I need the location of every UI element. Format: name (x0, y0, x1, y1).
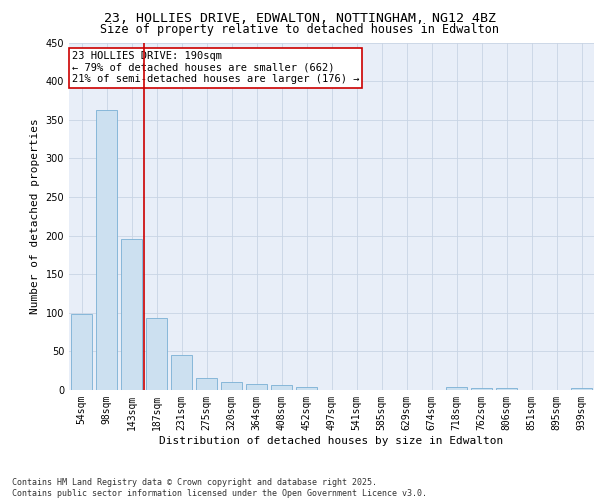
Y-axis label: Number of detached properties: Number of detached properties (30, 118, 40, 314)
Bar (571, 388, 592, 390)
Bar (496, 388, 517, 390)
Bar (171, 355, 192, 390)
Bar (196, 378, 217, 390)
Bar (271, 386, 292, 390)
Text: 23 HOLLIES DRIVE: 190sqm
← 79% of detached houses are smaller (662)
21% of semi-: 23 HOLLIES DRIVE: 190sqm ← 79% of detach… (71, 51, 359, 84)
Bar (96, 110, 117, 390)
Bar (471, 388, 492, 390)
Bar (221, 382, 242, 390)
Bar (121, 240, 142, 390)
Text: Size of property relative to detached houses in Edwalton: Size of property relative to detached ho… (101, 22, 499, 36)
Bar (296, 387, 317, 390)
Bar (246, 384, 267, 390)
Text: Contains HM Land Registry data © Crown copyright and database right 2025.
Contai: Contains HM Land Registry data © Crown c… (12, 478, 427, 498)
Text: 23, HOLLIES DRIVE, EDWALTON, NOTTINGHAM, NG12 4BZ: 23, HOLLIES DRIVE, EDWALTON, NOTTINGHAM,… (104, 12, 496, 26)
X-axis label: Distribution of detached houses by size in Edwalton: Distribution of detached houses by size … (160, 436, 503, 446)
Bar (446, 387, 467, 390)
Bar (71, 314, 92, 390)
Bar (146, 318, 167, 390)
